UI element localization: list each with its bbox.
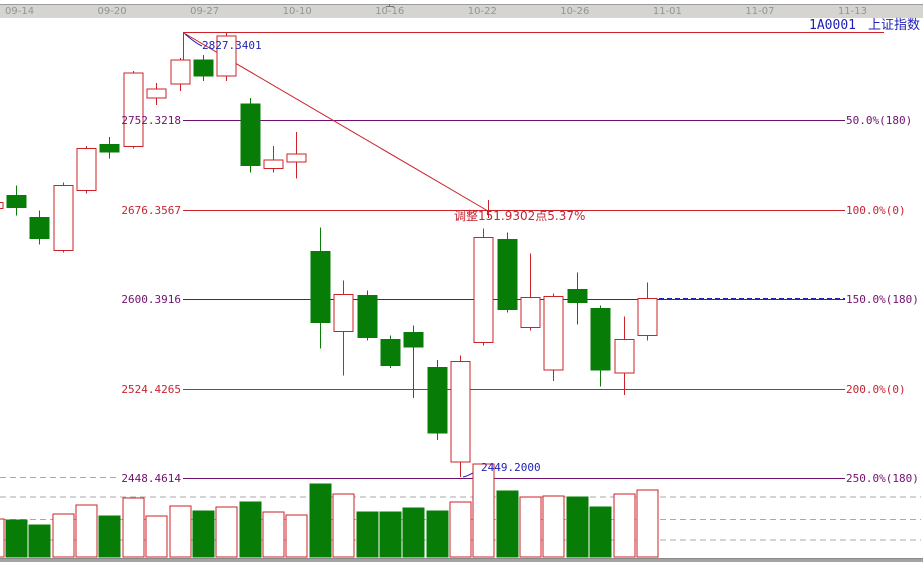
candle-down — [29, 217, 50, 240]
volume-bar-up — [122, 497, 145, 558]
date-tick-label: 10-10 — [282, 6, 312, 17]
candle-down — [99, 144, 120, 153]
trough-price-label: 2449.2000 — [481, 461, 541, 474]
candle-up — [0, 202, 4, 210]
peak-leader — [184, 33, 203, 47]
fib-price-label: 2752.3218 — [121, 113, 181, 127]
symbol-code: 1A0001 — [809, 18, 856, 33]
candle-up — [286, 153, 307, 163]
volume-bar-up — [285, 514, 308, 558]
date-axis: 09-14 09-20 09-27 10-10 10-16 10-22 10-26 11-01… — [0, 4, 923, 18]
volume-bar-down — [356, 511, 379, 558]
volume-bar-down — [566, 496, 589, 558]
volume-bar-down — [426, 510, 449, 558]
volume-bar-down — [309, 483, 332, 558]
date-tick-label: 09-27 — [190, 6, 220, 17]
candle-down — [590, 307, 611, 371]
candle-down — [427, 366, 448, 434]
scroll-strip[interactable] — [0, 0, 923, 4]
date-tick-label: 10-26 — [560, 6, 590, 17]
volume-bar-up — [169, 505, 192, 558]
volume-bar-up — [332, 493, 355, 558]
candle-down — [193, 59, 214, 77]
candle-up — [216, 35, 237, 77]
candle-up — [450, 360, 471, 463]
fib-price-label: 2524.4265 — [121, 382, 181, 396]
candle-up — [170, 59, 191, 85]
date-tick-label: 11-07 — [745, 6, 775, 17]
trend-adjustment-annotation: 调整151.9302点5.37% — [454, 209, 586, 223]
volume-bar-up — [215, 506, 238, 558]
fib-percent-label: 100.0%(0) — [846, 203, 906, 217]
fib-percent-label: 200.0%(0) — [846, 382, 906, 396]
volume-bar-up — [75, 504, 98, 558]
fib-price-label: 2448.4614 — [121, 471, 181, 485]
candle-up — [543, 295, 564, 371]
candle-down — [497, 239, 518, 310]
candle-up — [637, 297, 658, 336]
volume-bar-up — [636, 489, 659, 558]
volume-bar-up — [449, 501, 472, 558]
date-tick-label: 10-16 — [375, 6, 405, 17]
candle-up — [263, 159, 284, 170]
candle-up — [146, 88, 167, 99]
date-tick-label: 10-22 — [467, 6, 497, 17]
volume-bar-up — [262, 511, 285, 558]
candle-up — [614, 338, 635, 374]
fib-price-label: 2600.3916 — [121, 292, 181, 306]
candle-down — [567, 289, 588, 303]
volume-bar-down — [98, 515, 121, 558]
candle-up — [333, 293, 354, 332]
volume-bar-up — [472, 463, 495, 558]
volume-bar-down — [5, 519, 28, 558]
volume-bar-down — [28, 524, 51, 558]
volume-bar-down — [192, 510, 215, 558]
symbol-label: 1A0001 上证指数 — [809, 19, 920, 33]
volume-bar-down — [379, 511, 402, 558]
volume-bar-up — [542, 495, 565, 558]
volume-bar-down — [496, 490, 519, 558]
date-tick-label: 11-01 — [652, 6, 682, 17]
fib-price-label: 2676.3567 — [121, 203, 181, 217]
candle-up — [123, 72, 144, 148]
fib-percent-label: 250.0%(180) — [846, 471, 919, 485]
volume-bar-up — [0, 518, 5, 558]
candle-down — [6, 195, 27, 209]
volume-bar-up — [613, 493, 636, 558]
volume-bar-up — [519, 496, 542, 558]
candle-down — [310, 251, 331, 323]
peak-price-label: 2827.3401 — [202, 39, 262, 52]
candle-up — [53, 185, 74, 252]
fib-percent-label: 50.0%(180) — [846, 113, 913, 127]
candle-up — [76, 148, 97, 192]
volume-bar-down — [589, 506, 612, 558]
fib-percent-label: 150.0%(180) — [846, 292, 919, 306]
volume-bar-down — [402, 507, 425, 558]
date-tick-label: 11-13 — [837, 6, 867, 17]
candle-up — [473, 237, 494, 343]
candle-up — [520, 296, 541, 328]
window-bottom-border — [0, 558, 923, 562]
candle-down — [240, 103, 261, 167]
volume-bar-up — [52, 513, 75, 558]
volume-bar-down — [239, 501, 262, 558]
candle-down — [403, 331, 424, 348]
symbol-name: 上证指数 — [867, 18, 920, 33]
date-tick-label: 09-14 — [5, 6, 35, 17]
candle-down — [357, 294, 378, 338]
volume-bar-up — [145, 515, 168, 558]
candle-down — [380, 338, 401, 366]
date-tick-label: 09-20 — [97, 6, 127, 17]
